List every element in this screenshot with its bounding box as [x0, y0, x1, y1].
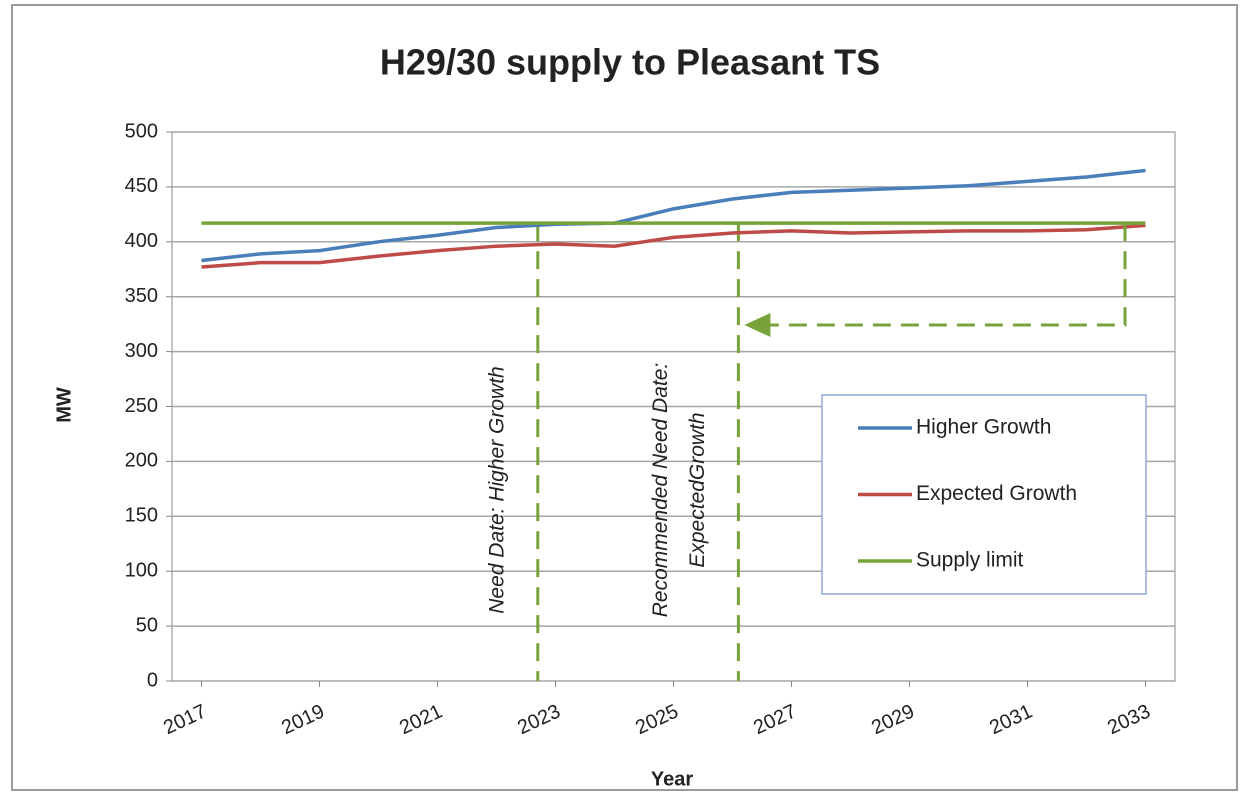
- y-tick-label: 250: [125, 395, 158, 417]
- annotation-text: Recommended Need Date:: [649, 363, 672, 617]
- legend-label: Higher Growth: [916, 416, 1051, 439]
- y-tick-label: 200: [125, 450, 158, 472]
- series-line: [201, 223, 1146, 269]
- arrow-shaft: [766, 223, 1127, 327]
- y-tick-label: 50: [136, 614, 158, 636]
- y-tick-label: 500: [125, 120, 158, 142]
- x-axis-label: Year: [651, 768, 693, 790]
- y-tick-label: 0: [147, 669, 158, 691]
- y-tick-label: 150: [125, 505, 158, 527]
- arrow-head: [744, 313, 771, 337]
- legend-label: Expected Growth: [916, 482, 1077, 505]
- legend-label: Supply limit: [916, 549, 1024, 572]
- y-tick-label: 400: [125, 230, 158, 252]
- chart-title: H29/30 supply to Pleasant TS: [380, 42, 880, 83]
- annotation-text: Need Date: Higher Growth: [485, 366, 508, 613]
- y-tick-label: 100: [125, 559, 158, 581]
- y-tick-label: 300: [125, 340, 158, 362]
- y-axis-label: MW: [53, 387, 75, 423]
- y-tick-label: 350: [125, 285, 158, 307]
- y-tick-label: 450: [125, 175, 158, 197]
- annotation-text: ExpectedGrowth: [686, 412, 709, 567]
- series-line: [201, 168, 1146, 263]
